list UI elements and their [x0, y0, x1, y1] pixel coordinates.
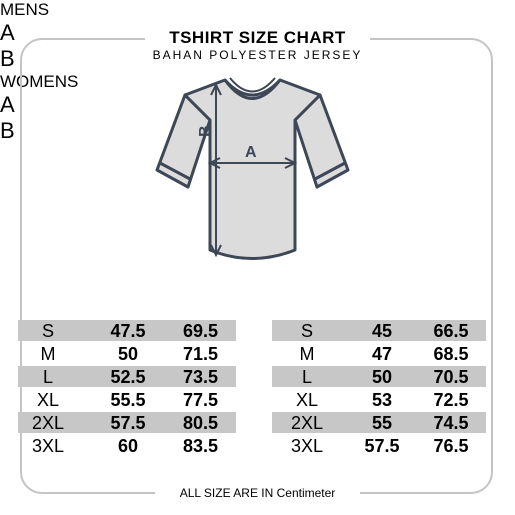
mens-cell-size: S: [41, 321, 54, 341]
mens-row: 3XL 60 83.5: [18, 435, 236, 456]
womens-row: XL 53 72.5: [272, 389, 486, 410]
mens-cell-a: 57.5: [110, 413, 146, 433]
measure-a-arrow-left: [207, 157, 221, 169]
mens-cell-b: 80.5: [182, 413, 219, 433]
left-cuff: [159, 161, 191, 181]
footer-note: ALL SIZE ARE IN Centimeter: [179, 486, 336, 500]
mens-cell-size: M: [40, 344, 56, 364]
womens-cell-size: XL: [295, 390, 319, 410]
mens-table: MENS A B S 47.5 69.5 M 50 71.5 L 52.5 73.5 XL 55.5…: [0, 0, 515, 456]
mens-row: 2XL 57.5 80.5: [18, 412, 236, 433]
mens-cell-size: XL: [36, 390, 60, 410]
mens-cell-size: 2XL: [31, 413, 65, 433]
mens-cell-b: 71.5: [182, 344, 219, 364]
mens-cell-a: 60: [117, 436, 139, 456]
womens-cell-b: 72.5: [433, 390, 469, 410]
womens-cell-a: 45: [371, 321, 393, 341]
womens-col-b: B: [0, 118, 15, 143]
right-cuff: [314, 161, 346, 181]
womens-row: 3XL 57.5 76.5: [272, 435, 486, 456]
mens-cell-b: 83.5: [182, 436, 219, 456]
label-a: A: [245, 144, 257, 161]
mens-cell-b: 77.5: [182, 390, 219, 410]
womens-cell-size: M: [299, 344, 315, 364]
mens-row: S 47.5 69.5: [18, 320, 236, 341]
mens-cell-b: 73.5: [182, 367, 219, 387]
womens-cell-b: 70.5: [433, 367, 469, 387]
womens-cell-a: 57.5: [364, 436, 400, 456]
womens-cell-a: 47: [371, 344, 393, 364]
collar-inner: [229, 77, 276, 93]
tshirt-diagram: B A: [155, 77, 350, 260]
womens-row: M 47 68.5: [272, 343, 486, 364]
womens-cell-a: 55: [371, 413, 393, 433]
footer-mask: [155, 482, 360, 504]
mens-cell-a: 55.5: [110, 390, 146, 410]
header-mask: [145, 26, 370, 66]
womens-cell-size: 2XL: [290, 413, 324, 433]
womens-row: 2XL 55 74.5: [272, 412, 486, 433]
chart-subtitle: BAHAN POLYESTER JERSEY: [152, 48, 363, 62]
womens-row: S 45 66.5: [272, 320, 486, 341]
mens-col-a: A: [0, 20, 15, 45]
womens-header: WOMENS: [0, 72, 79, 91]
mens-cell-size: L: [42, 367, 53, 387]
label-b: B: [197, 125, 214, 137]
measure-a-arrow-right: [284, 157, 298, 169]
womens-cell-b: 66.5: [433, 321, 469, 341]
womens-cell-size: L: [301, 367, 312, 387]
womens-row: L 50 70.5: [272, 366, 486, 387]
mens-row: L 52.5 73.5: [18, 366, 236, 387]
mens-cell-a: 50: [117, 344, 139, 364]
mens-col-b: B: [0, 46, 15, 71]
womens-cell-a: 53: [371, 390, 393, 410]
mens-cell-a: 52.5: [110, 367, 146, 387]
womens-cell-size: 3XL: [290, 436, 324, 456]
mens-row: M 50 71.5: [18, 343, 236, 364]
collar: [223, 79, 282, 100]
measure-b-arrow-top: [210, 82, 222, 96]
shirt-body: [183, 78, 322, 260]
chart-title: TSHIRT SIZE CHART: [169, 28, 346, 47]
mens-cell-a: 47.5: [110, 321, 146, 341]
womens-cell-a: 50: [371, 367, 393, 387]
mens-header: MENS: [0, 0, 50, 19]
mens-cell-size: 3XL: [31, 436, 65, 456]
womens-col-a: A: [0, 92, 15, 117]
measure-b-arrow-bottom: [210, 244, 222, 258]
womens-cell-b: 74.5: [433, 413, 469, 433]
womens-cell-size: S: [300, 321, 313, 341]
mens-row: XL 55.5 77.5: [18, 389, 236, 410]
womens-table: WOMENS A B S 45 66.5 M 47 68.5 L 50 70.5 XL 53 72.5…: [0, 72, 515, 456]
mens-cell-b: 69.5: [182, 321, 219, 341]
womens-cell-b: 68.5: [433, 344, 469, 364]
womens-cell-b: 76.5: [433, 436, 469, 456]
